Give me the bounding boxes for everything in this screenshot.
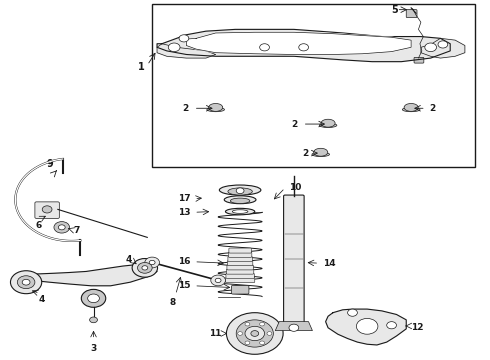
Circle shape [17,276,35,289]
Circle shape [245,326,265,341]
Text: 14: 14 [323,259,336,268]
Circle shape [81,289,106,307]
Circle shape [149,260,155,265]
Circle shape [356,319,378,334]
Ellipse shape [228,188,252,195]
Text: 6: 6 [36,221,42,230]
Text: 3: 3 [91,344,97,353]
Circle shape [22,279,30,285]
FancyBboxPatch shape [209,106,223,109]
Circle shape [138,262,152,273]
Ellipse shape [220,185,261,195]
FancyBboxPatch shape [406,10,417,18]
Circle shape [260,44,270,51]
FancyBboxPatch shape [225,278,255,283]
Ellipse shape [225,208,255,215]
Circle shape [211,275,225,286]
Circle shape [145,257,159,268]
Circle shape [215,278,221,283]
Text: 12: 12 [411,323,424,332]
Circle shape [387,321,396,329]
Text: 11: 11 [209,329,221,338]
Ellipse shape [232,210,248,213]
Text: 15: 15 [178,281,190,290]
Ellipse shape [230,198,250,203]
Circle shape [425,43,437,51]
Circle shape [54,222,70,233]
Ellipse shape [319,123,337,127]
Ellipse shape [207,107,224,112]
Circle shape [251,330,259,336]
Ellipse shape [224,196,256,204]
Circle shape [90,317,98,323]
FancyBboxPatch shape [226,273,254,278]
Text: 7: 7 [73,226,79,235]
Circle shape [42,206,52,213]
Circle shape [260,322,265,326]
Circle shape [168,43,180,51]
Ellipse shape [209,103,223,111]
Circle shape [245,322,250,326]
Text: 10: 10 [289,183,301,192]
Text: 5: 5 [392,5,398,15]
Text: 9: 9 [46,158,53,168]
Circle shape [299,44,309,51]
Circle shape [179,35,189,42]
Circle shape [88,294,99,303]
Polygon shape [186,32,411,54]
FancyBboxPatch shape [226,269,254,274]
Polygon shape [157,30,450,62]
Text: 2: 2 [430,104,436,113]
Ellipse shape [314,148,328,156]
FancyBboxPatch shape [228,256,252,261]
Circle shape [438,41,448,48]
Text: 2: 2 [292,120,298,129]
Polygon shape [275,321,313,330]
Text: 2: 2 [302,149,309,158]
FancyBboxPatch shape [152,4,475,167]
FancyBboxPatch shape [228,252,252,257]
FancyBboxPatch shape [35,202,59,219]
Circle shape [236,188,244,194]
Circle shape [267,332,272,335]
Polygon shape [157,44,216,58]
Circle shape [58,225,65,230]
Text: 4: 4 [125,255,132,264]
Circle shape [226,313,283,354]
Text: 16: 16 [178,257,190,266]
Circle shape [238,332,243,335]
Text: 1: 1 [138,62,145,72]
Polygon shape [421,39,465,58]
Circle shape [132,258,158,277]
FancyBboxPatch shape [414,57,424,63]
Text: 2: 2 [183,104,189,113]
Ellipse shape [402,107,420,112]
Circle shape [236,320,273,347]
Text: 13: 13 [178,208,190,217]
Text: 4: 4 [39,295,46,304]
Ellipse shape [321,119,335,127]
Ellipse shape [404,103,418,111]
FancyBboxPatch shape [229,248,251,253]
Circle shape [10,271,42,294]
Text: 8: 8 [170,298,176,307]
FancyBboxPatch shape [227,265,253,270]
Circle shape [260,341,265,345]
Ellipse shape [232,285,248,290]
Circle shape [142,266,148,270]
Circle shape [289,324,299,331]
FancyBboxPatch shape [231,285,249,294]
FancyBboxPatch shape [314,151,328,154]
Polygon shape [20,264,157,286]
Circle shape [347,309,357,316]
Circle shape [245,341,250,345]
FancyBboxPatch shape [284,195,304,324]
FancyBboxPatch shape [404,106,418,109]
Ellipse shape [312,152,330,157]
Text: 17: 17 [178,194,190,203]
FancyBboxPatch shape [321,122,335,125]
Polygon shape [326,309,406,345]
FancyBboxPatch shape [227,261,253,266]
